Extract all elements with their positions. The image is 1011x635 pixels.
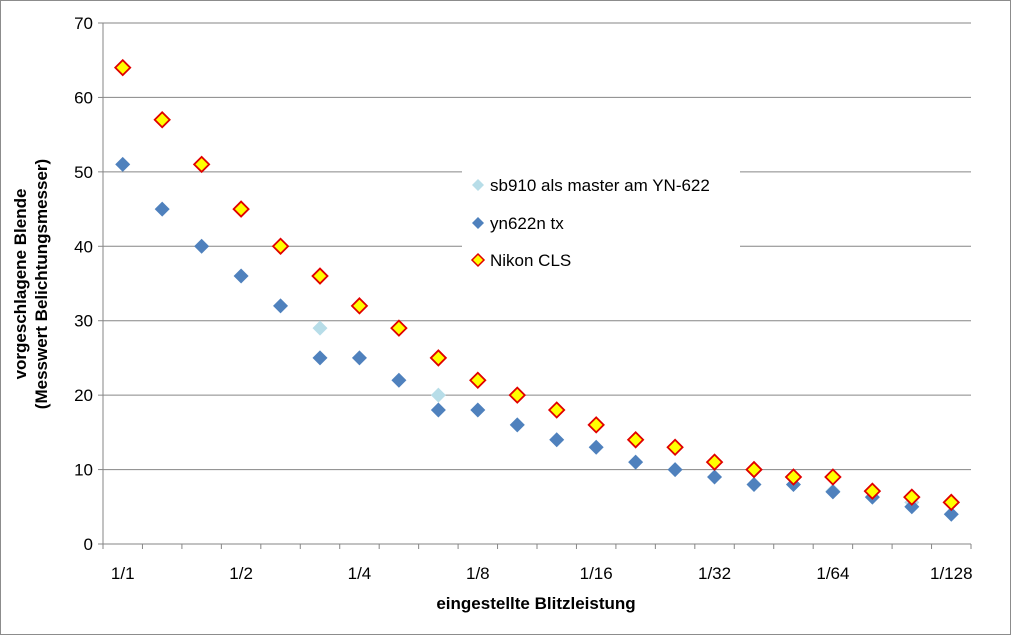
point-yn622n-19 — [825, 484, 841, 500]
point-nikon-cls-9 — [429, 349, 448, 367]
point-yn622n-16 — [707, 469, 723, 485]
point-nikon-cls-1 — [113, 58, 132, 77]
y-tick-label-40: 40 — [74, 237, 93, 256]
x-tick-label: 1/16 — [580, 564, 613, 583]
legend-marker-yn622n — [472, 217, 484, 229]
point-nikon-cls-21 — [903, 488, 921, 506]
point-nikon-cls-16 — [705, 453, 724, 471]
legend-label-yn622n: yn622n tx — [490, 214, 564, 233]
point-yn622n-14 — [628, 454, 644, 470]
x-tick-label: 1/4 — [348, 564, 372, 583]
point-yn622n-12 — [549, 432, 565, 448]
point-nikon-cls-8 — [390, 319, 408, 337]
point-nikon-cls-14 — [626, 431, 645, 449]
point-nikon-cls-10 — [469, 371, 487, 390]
point-nikon-cls-18 — [784, 468, 803, 486]
axes — [98, 22, 972, 549]
x-tick-label: 1/128 — [930, 564, 973, 583]
y-tick-label-20: 20 — [74, 386, 93, 405]
series-sb910 — [312, 320, 920, 510]
point-yn622n-3 — [194, 238, 210, 254]
point-nikon-cls-20 — [863, 482, 882, 500]
y-tick-label-30: 30 — [74, 312, 93, 331]
point-yn622n-15 — [667, 462, 683, 478]
series-nikon-cls — [113, 58, 961, 512]
point-yn622n-4 — [233, 268, 249, 284]
legend-marker-sb910 — [472, 179, 484, 191]
point-yn622n-5 — [273, 298, 289, 314]
point-yn622n-1 — [115, 156, 131, 172]
x-tick-labels: 1/1 1/2 1/4 1/8 1/16 1/32 1/64 1/128 — [111, 564, 973, 583]
point-nikon-cls-5 — [271, 237, 290, 256]
y-axis-title-line2: (Messwert Belichtungsmesser) — [32, 159, 51, 409]
x-tick-label: 1/32 — [698, 564, 731, 583]
x-axis-title: eingestellte Blitzleistung — [436, 594, 635, 613]
point-nikon-cls-3 — [192, 155, 211, 174]
y-tick-label-50: 50 — [74, 163, 93, 182]
point-nikon-cls-7 — [350, 297, 369, 315]
legend-marker-nikon-cls — [470, 252, 486, 268]
legend-box — [462, 168, 740, 284]
y-tick-label-0: 0 — [84, 535, 93, 554]
point-yn622n-7 — [351, 350, 367, 366]
point-yn622n-22 — [943, 506, 959, 522]
y-tick-label-10: 10 — [74, 461, 93, 480]
y-axis-title-line1: vorgeschlagene Blende — [11, 189, 30, 380]
legend-label-nikon-cls: Nikon CLS — [490, 251, 571, 270]
point-nikon-cls-13 — [587, 416, 605, 434]
point-yn622n-2 — [154, 201, 170, 217]
point-yn622n-11 — [509, 417, 525, 433]
y-tick-label-60: 60 — [74, 88, 93, 107]
series-yn622n — [115, 156, 959, 522]
x-tick-label: 1/64 — [816, 564, 849, 583]
point-nikon-cls-2 — [153, 110, 171, 129]
y-axis-title: vorgeschlagene Blende (Messwert Belichtu… — [11, 159, 51, 409]
legend-label-sb910: sb910 als master am YN-622 — [490, 176, 710, 195]
legend: sb910 als master am YN-622 yn622n tx Nik… — [462, 168, 740, 284]
point-nikon-cls-4 — [232, 200, 250, 218]
point-yn622n-21 — [904, 499, 920, 515]
point-nikon-cls-22 — [942, 493, 961, 512]
point-yn622n-10 — [470, 402, 486, 418]
point-yn622n-13 — [588, 439, 604, 455]
point-sb910-1 — [312, 320, 328, 336]
point-nikon-cls-11 — [508, 386, 527, 404]
point-yn622n-17 — [746, 476, 762, 492]
x-tick-label: 1/1 — [111, 564, 135, 583]
data-points — [113, 58, 961, 522]
point-nikon-cls-17 — [745, 460, 763, 479]
point-nikon-cls-19 — [824, 468, 842, 486]
y-tick-label-70: 70 — [74, 14, 93, 33]
point-nikon-cls-6 — [311, 267, 329, 285]
point-nikon-cls-12 — [547, 401, 566, 419]
point-yn622n-8 — [391, 372, 407, 388]
x-tick-label: 1/8 — [466, 564, 490, 583]
x-tick-label: 1/2 — [229, 564, 253, 583]
point-yn622n-9 — [430, 402, 446, 418]
point-nikon-cls-15 — [666, 438, 684, 457]
point-sb910-2 — [430, 387, 446, 403]
point-yn622n-6 — [312, 350, 328, 366]
y-tick-labels: 0 10 20 30 40 50 60 70 — [74, 14, 93, 554]
